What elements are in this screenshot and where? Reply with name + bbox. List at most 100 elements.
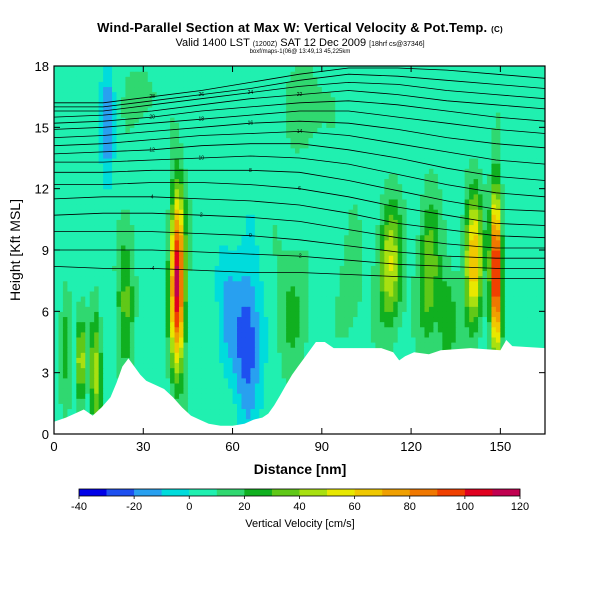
w-cell	[491, 219, 497, 226]
w-cell	[527, 214, 533, 220]
w-cell	[143, 209, 149, 215]
w-cell	[361, 342, 368, 348]
w-cell	[464, 255, 470, 261]
w-cell	[237, 336, 243, 343]
w-cell	[464, 336, 470, 343]
w-cell	[89, 280, 95, 287]
w-cell	[473, 301, 479, 307]
w-cell	[473, 224, 479, 231]
w-cell	[201, 408, 207, 415]
w-cell	[437, 347, 443, 353]
w-cell	[152, 306, 158, 312]
w-cell	[196, 311, 202, 318]
w-cell	[192, 367, 198, 374]
w-cell	[241, 362, 247, 369]
w-cell	[196, 265, 202, 272]
w-cell	[71, 198, 77, 205]
w-cell	[482, 301, 488, 307]
w-cell	[250, 408, 256, 415]
w-cell	[290, 321, 296, 328]
w-cell	[219, 347, 225, 353]
w-cell	[152, 331, 158, 338]
w-cell	[192, 270, 198, 277]
w-cell	[312, 336, 318, 343]
w-cell	[344, 229, 350, 236]
w-cell	[495, 296, 501, 302]
w-cell	[299, 275, 305, 282]
w-cell	[147, 285, 153, 292]
w-cell	[245, 311, 251, 318]
w-cell	[250, 403, 256, 410]
w-cell	[245, 372, 251, 379]
w-cell	[259, 255, 265, 261]
w-cell	[281, 352, 287, 358]
w-cell	[71, 285, 77, 292]
w-cell	[518, 239, 524, 246]
w-cell	[152, 204, 158, 210]
w-cell	[156, 275, 162, 282]
w-cell	[308, 250, 314, 256]
w-cell	[161, 336, 167, 343]
w-cell	[482, 290, 488, 297]
w-cell	[67, 362, 73, 369]
w-cell	[241, 357, 247, 364]
w-cell	[406, 342, 412, 348]
w-cell	[299, 239, 305, 246]
w-cell	[428, 331, 435, 338]
w-cell	[165, 321, 171, 328]
w-cell	[76, 321, 82, 328]
w-cell	[112, 280, 118, 287]
w-cell	[237, 321, 243, 328]
w-cell	[85, 393, 91, 399]
w-cell	[268, 275, 274, 282]
w-cell	[344, 275, 350, 282]
w-cell	[518, 296, 524, 302]
w-cell	[192, 347, 198, 353]
w-cell	[85, 352, 91, 358]
w-cell	[54, 250, 60, 256]
w-cell	[491, 285, 497, 292]
w-cell	[536, 306, 542, 312]
w-cell	[103, 209, 109, 215]
w-cell	[205, 301, 211, 307]
w-cell	[411, 214, 417, 220]
w-cell	[335, 321, 341, 328]
w-cell	[147, 250, 153, 256]
w-cell	[308, 234, 314, 241]
w-cell	[281, 250, 287, 256]
w-cell	[205, 347, 211, 353]
w-cell	[478, 336, 484, 343]
w-cell	[143, 306, 149, 312]
w-cell	[482, 250, 488, 256]
w-cell	[76, 301, 82, 307]
w-cell	[228, 224, 234, 231]
w-cell	[196, 260, 202, 266]
w-cell	[125, 260, 131, 266]
w-cell	[384, 321, 390, 328]
w-cell	[170, 388, 176, 394]
w-cell	[71, 321, 77, 328]
w-cell	[446, 342, 452, 348]
w-cell	[228, 413, 234, 420]
w-cell	[116, 285, 122, 292]
w-cell	[295, 336, 301, 343]
w-cell	[183, 321, 189, 328]
w-cell	[366, 311, 372, 318]
w-cell	[513, 306, 519, 312]
w-cell	[54, 331, 60, 338]
w-cell	[201, 367, 207, 374]
w-cell	[214, 398, 220, 404]
w-cell	[210, 326, 216, 333]
w-cell	[71, 362, 77, 369]
w-cell	[290, 347, 296, 353]
w-cell	[268, 229, 274, 236]
w-cell	[411, 280, 417, 287]
w-cell	[500, 239, 506, 246]
w-cell	[178, 362, 185, 369]
w-cell	[379, 321, 385, 328]
w-cell	[339, 244, 345, 251]
w-cell	[478, 316, 484, 323]
w-cell	[446, 219, 452, 226]
w-cell	[272, 224, 278, 231]
w-cell	[192, 204, 198, 210]
